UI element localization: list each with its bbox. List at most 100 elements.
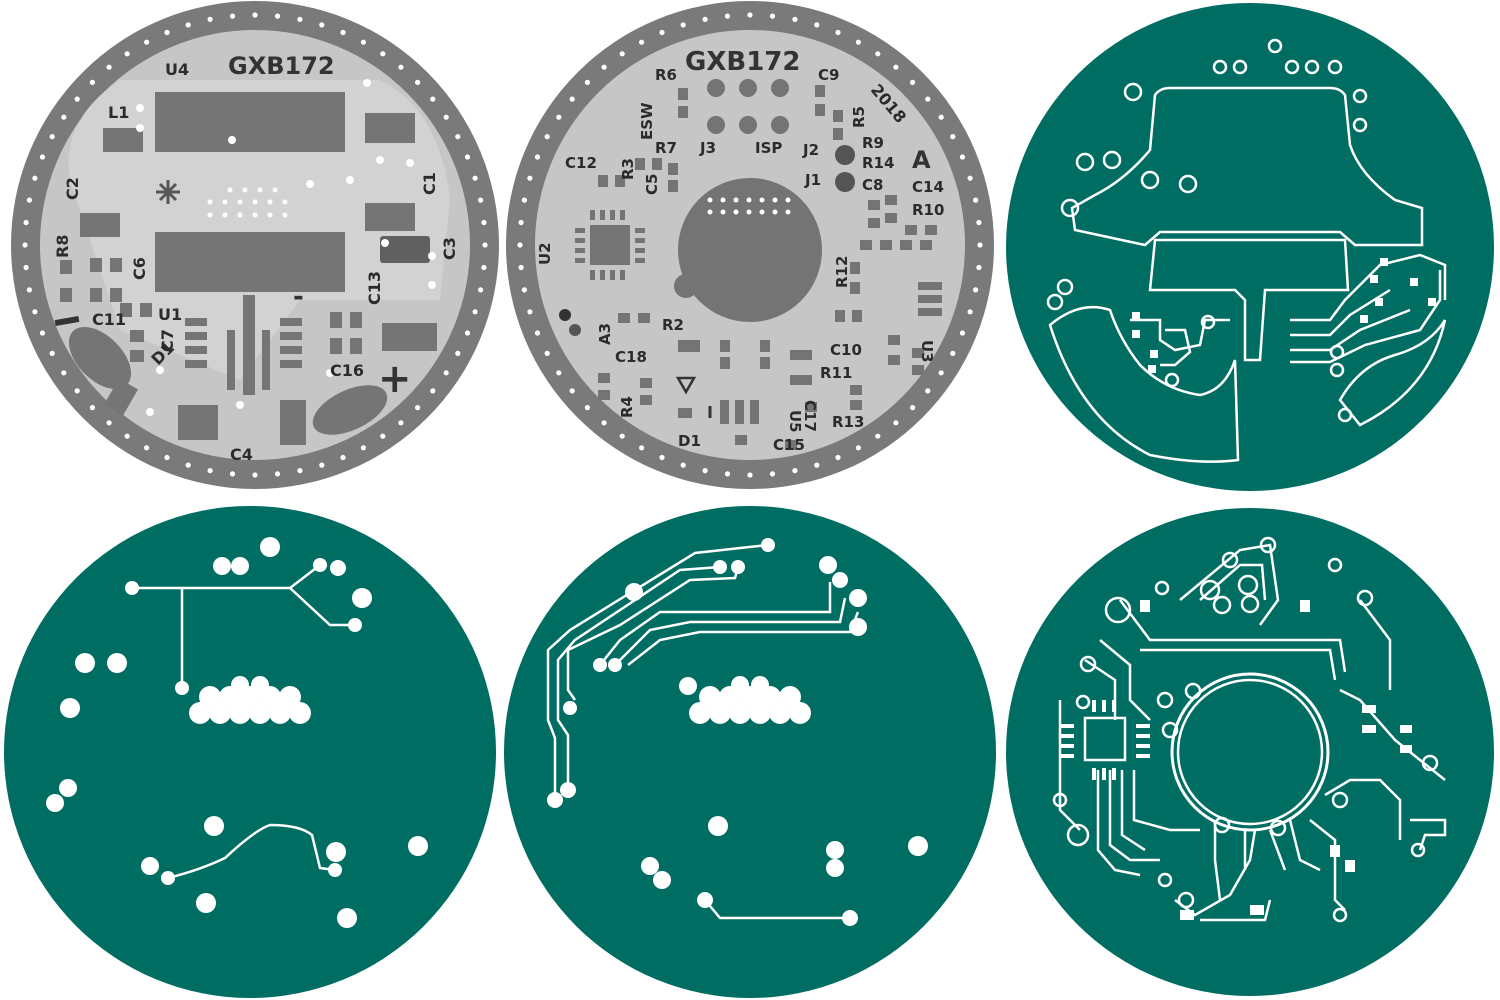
edge-via bbox=[835, 29, 841, 36]
c3-pad bbox=[380, 236, 430, 263]
edge-via bbox=[185, 22, 191, 28]
edge-via bbox=[973, 197, 979, 203]
edge-via bbox=[398, 64, 404, 70]
label-r8: R8 bbox=[53, 235, 72, 258]
edge-via bbox=[430, 388, 436, 394]
edge-via bbox=[976, 219, 982, 226]
label-c1: C1 bbox=[420, 172, 439, 195]
edge-via bbox=[950, 350, 956, 356]
label-esw: ESW bbox=[638, 102, 656, 140]
top-copper-fill bbox=[1006, 3, 1494, 491]
edge-via bbox=[601, 64, 607, 70]
edge-via bbox=[724, 471, 731, 477]
edge-via bbox=[967, 175, 973, 181]
edge-via bbox=[229, 13, 236, 19]
front-copper-fill bbox=[68, 80, 451, 380]
label-c14: C14 bbox=[912, 178, 944, 196]
l1-left-pad bbox=[103, 128, 143, 152]
edge-via bbox=[959, 330, 966, 336]
label-r10: R10 bbox=[912, 201, 944, 219]
label-c15: C15 bbox=[773, 436, 805, 454]
edge-via bbox=[455, 134, 461, 140]
edge-via bbox=[534, 330, 541, 336]
edge-via bbox=[472, 309, 478, 315]
label-rev: A bbox=[912, 146, 931, 174]
label-c18: C18 bbox=[615, 348, 647, 366]
edge-via bbox=[950, 134, 956, 140]
edge-via bbox=[534, 154, 541, 160]
edge-via bbox=[481, 264, 487, 271]
top-copper-vias bbox=[1046, 38, 1368, 423]
edge-via bbox=[26, 287, 32, 293]
c2-pad bbox=[80, 213, 120, 237]
edge-via bbox=[297, 468, 303, 474]
edge-via bbox=[769, 13, 776, 19]
edge-via bbox=[521, 287, 528, 293]
bottom-vias bbox=[1052, 536, 1439, 923]
label-c2: C2 bbox=[63, 177, 82, 200]
edge-via bbox=[976, 264, 982, 271]
edge-via bbox=[792, 468, 798, 474]
edge-via bbox=[527, 309, 533, 315]
edge-via bbox=[855, 445, 862, 451]
edge-via bbox=[659, 454, 665, 461]
edge-via bbox=[106, 420, 112, 426]
front-small-pads bbox=[60, 258, 362, 445]
edge-via bbox=[959, 154, 966, 160]
edge-via bbox=[164, 29, 170, 36]
label-j2: J2 bbox=[802, 141, 819, 159]
edge-via bbox=[814, 22, 820, 28]
edge-via bbox=[792, 16, 798, 22]
edge-via bbox=[443, 370, 449, 376]
front-fiducial-asterisk bbox=[156, 180, 180, 204]
front-edge-vias bbox=[22, 12, 488, 478]
edge-via bbox=[443, 114, 449, 120]
edge-via bbox=[724, 13, 731, 19]
u4-pad-bottom bbox=[155, 232, 345, 292]
center-pad-vias bbox=[707, 197, 791, 215]
edge-via bbox=[619, 433, 625, 439]
u2-qfn-pad bbox=[590, 225, 630, 265]
edge-via bbox=[973, 287, 979, 293]
edge-via bbox=[26, 197, 32, 203]
bottom-copper-fill bbox=[1006, 508, 1494, 996]
bottom-copper-layer bbox=[1006, 508, 1494, 996]
edge-via bbox=[415, 79, 421, 85]
pin1-triangle-marker bbox=[675, 376, 697, 395]
label-isp: ISP bbox=[755, 139, 782, 157]
edge-via bbox=[61, 114, 67, 120]
label-j1: J1 bbox=[804, 171, 821, 189]
edge-via bbox=[274, 13, 281, 19]
label-u4: U4 bbox=[165, 60, 189, 79]
edge-via bbox=[893, 64, 899, 70]
edge-via bbox=[398, 420, 404, 426]
edge-via bbox=[23, 264, 29, 271]
edge-via bbox=[584, 79, 591, 85]
edge-via bbox=[747, 12, 753, 18]
edge-via bbox=[430, 96, 436, 102]
edge-via bbox=[659, 29, 665, 36]
edge-via bbox=[855, 39, 862, 45]
inner1-traces bbox=[132, 564, 355, 880]
edge-via bbox=[464, 330, 471, 336]
a3-dot bbox=[559, 309, 571, 321]
bottom-center-ring-inner bbox=[1176, 678, 1324, 826]
front-board-title: GXB172 bbox=[228, 52, 335, 80]
edge-via bbox=[967, 309, 973, 315]
back-silkscreen-board: GXB172 2018 A R6 C9 ESW R5 C12 R3 R7 J3 … bbox=[506, 1, 994, 489]
edge-via bbox=[478, 197, 484, 203]
edge-via bbox=[910, 79, 916, 85]
edge-via bbox=[207, 16, 213, 22]
d1-pad bbox=[103, 378, 139, 416]
edge-via bbox=[39, 154, 46, 160]
edge-via bbox=[517, 242, 523, 248]
edge-via bbox=[144, 39, 150, 45]
edge-via bbox=[39, 330, 46, 336]
edge-via bbox=[360, 39, 366, 45]
edge-via bbox=[319, 462, 325, 468]
edge-via bbox=[89, 79, 95, 85]
label-r5: R5 bbox=[850, 106, 868, 128]
label-c10: C10 bbox=[830, 341, 862, 359]
label-c16: C16 bbox=[330, 361, 364, 380]
label-plus: + bbox=[378, 356, 412, 402]
